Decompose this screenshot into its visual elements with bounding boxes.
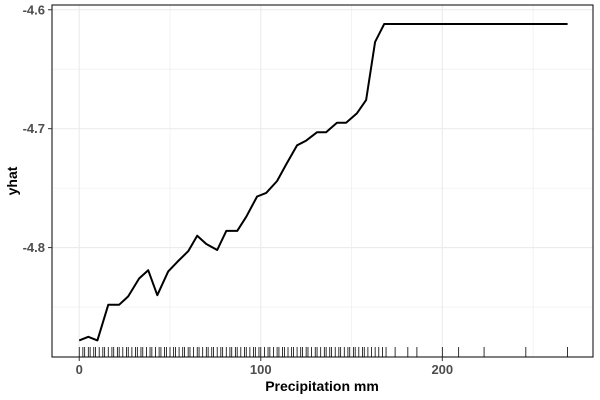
axis-layer: 0 100 200 -4.6 -4.7 -4.8: [23, 2, 454, 377]
series-line: [78, 23, 568, 342]
y-tick-label: -4.7: [23, 121, 45, 136]
panel-border: [51, 4, 594, 358]
grid: [52, 5, 593, 357]
x-tick-label: 200: [431, 362, 453, 377]
y-tick-label: -4.6: [23, 2, 45, 17]
line-layer: [78, 23, 568, 342]
rug-layer: [78, 347, 568, 357]
y-axis-title: yhat: [4, 166, 20, 195]
y-tick-label: -4.8: [23, 240, 45, 255]
x-tick-label: 0: [76, 362, 83, 377]
x-axis-title: Precipitation mm: [265, 378, 379, 394]
x-tick-label: 100: [250, 362, 272, 377]
